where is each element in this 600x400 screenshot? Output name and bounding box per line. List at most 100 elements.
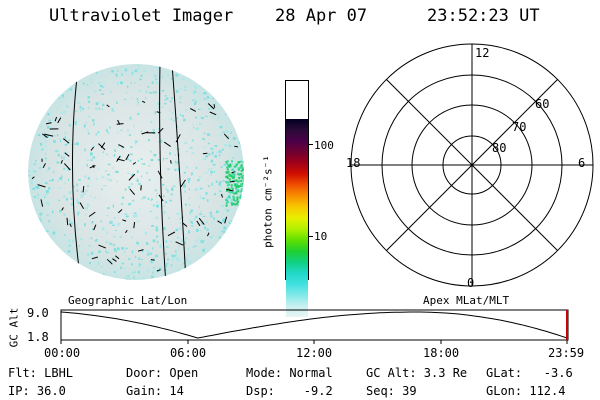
speckle: [94, 90, 97, 93]
speckle: [234, 183, 237, 186]
speckle: [158, 141, 161, 143]
speckle: [214, 144, 218, 147]
speckle: [148, 165, 150, 167]
speckle: [223, 144, 225, 146]
speckle: [143, 163, 146, 165]
speckle: [224, 144, 227, 147]
speckle: [164, 95, 167, 97]
coastline-dash: [213, 104, 216, 108]
speckle: [90, 237, 93, 240]
speckle: [77, 211, 80, 214]
speckle: [226, 181, 229, 184]
speckle: [233, 179, 236, 182]
speckle: [143, 69, 146, 72]
speckle: [133, 276, 135, 280]
speckle: [111, 224, 115, 226]
speckle: [54, 150, 58, 152]
speckle: [202, 138, 205, 140]
speckle: [174, 164, 176, 166]
speckle: [81, 107, 84, 110]
speckle: [73, 121, 76, 124]
speckle: [106, 178, 110, 180]
speckle: [225, 171, 228, 174]
coastline-dash: [140, 185, 142, 191]
speckle: [137, 64, 140, 66]
coastline-dash: [224, 216, 228, 224]
mlt-label-18: 18: [346, 156, 361, 170]
colorbar-tick: [308, 144, 313, 145]
speckle: [80, 190, 83, 193]
speckle: [218, 154, 221, 157]
speckle: [109, 179, 113, 182]
speckle: [232, 195, 235, 198]
speckle: [68, 178, 69, 181]
speckle: [145, 97, 147, 99]
coastline-dash: [157, 127, 164, 134]
speckle: [145, 171, 149, 174]
speckle: [225, 204, 228, 207]
speckle: [193, 127, 195, 129]
speckle: [112, 243, 115, 247]
speckle: [227, 135, 230, 139]
coastline-dash: [207, 103, 215, 110]
speckle: [98, 107, 100, 110]
altitude-curve: [60, 311, 568, 339]
speckle: [167, 190, 169, 193]
coastline-dash: [190, 108, 197, 112]
speckle: [188, 230, 190, 234]
speckle: [196, 127, 199, 130]
speckle: [234, 199, 237, 202]
speckle: [64, 136, 67, 139]
speckle: [125, 277, 127, 279]
speckle: [227, 187, 230, 190]
speckle: [139, 89, 142, 93]
speckle: [149, 92, 152, 94]
speckle: [34, 170, 37, 173]
speckle: [201, 117, 204, 120]
speckle: [152, 91, 155, 94]
speckle: [52, 231, 56, 235]
gain-readout: Gain: 14: [126, 384, 184, 398]
coastline-dash: [234, 145, 238, 148]
glon-readout: GLon: 112.4: [486, 384, 566, 398]
speckle: [127, 129, 129, 132]
speckle: [203, 98, 206, 100]
speckle: [39, 125, 43, 128]
speckle: [232, 157, 234, 159]
speckle: [66, 105, 68, 107]
speckle: [235, 191, 237, 194]
speckle: [162, 76, 164, 78]
speckle: [226, 160, 229, 163]
speckle: [199, 122, 202, 125]
speckle: [215, 210, 219, 214]
speckle: [130, 183, 134, 185]
speckle: [240, 169, 243, 172]
speckle: [233, 192, 236, 195]
speckle: [202, 249, 205, 252]
speckle: [182, 78, 185, 80]
speckle: [134, 140, 138, 143]
speckle: [195, 239, 198, 242]
speckle: [63, 167, 65, 170]
speckle: [87, 84, 89, 86]
speckle: [32, 187, 35, 190]
speckle: [41, 148, 44, 151]
speckle: [231, 160, 233, 163]
speckle: [235, 185, 238, 188]
speckle: [149, 150, 152, 153]
speckle: [222, 218, 225, 222]
speckle: [95, 102, 99, 106]
speckle: [140, 259, 143, 260]
speckle: [125, 92, 129, 94]
speckle: [224, 208, 227, 210]
speckle: [62, 96, 64, 99]
speckle: [242, 182, 244, 185]
time-label: 23:52:23 UT: [427, 6, 540, 26]
speckle: [68, 191, 72, 194]
speckle: [235, 179, 238, 182]
speckle: [45, 190, 49, 193]
speckle: [124, 98, 126, 101]
speckle: [214, 103, 217, 106]
speckle: [155, 254, 158, 258]
